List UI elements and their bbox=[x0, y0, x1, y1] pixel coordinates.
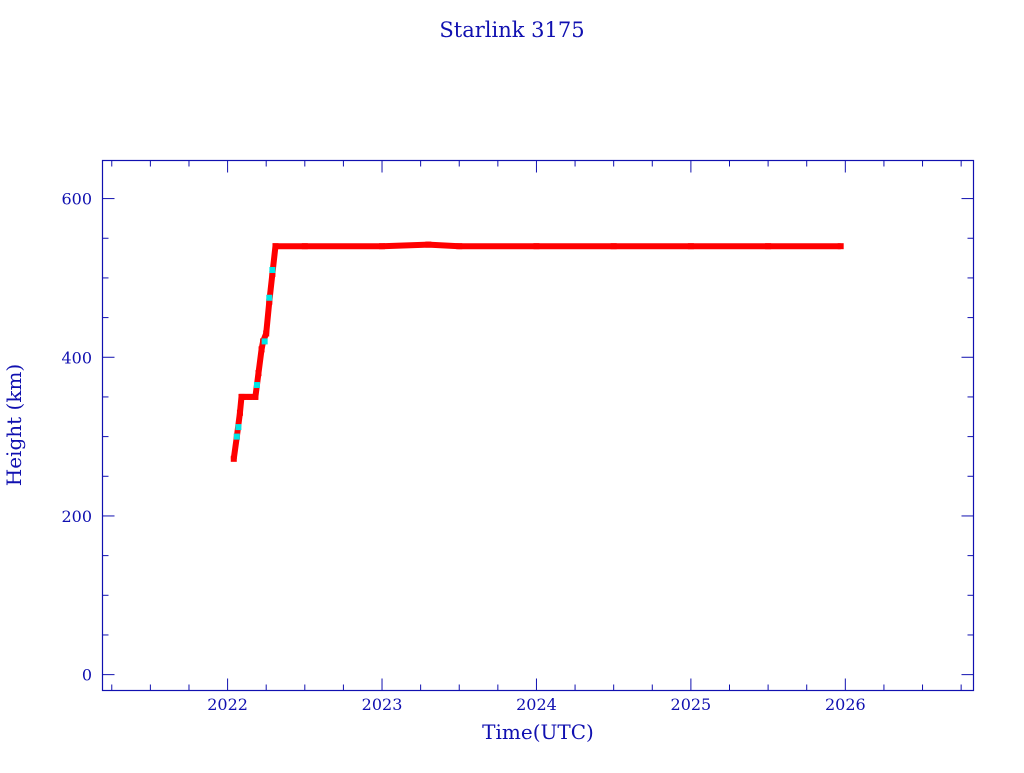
x-tick-label: 2026 bbox=[825, 695, 866, 714]
data-point bbox=[263, 330, 270, 337]
data-point bbox=[230, 455, 237, 462]
plot-frame bbox=[101, 159, 975, 692]
data-point bbox=[266, 298, 273, 305]
data-point bbox=[765, 243, 772, 250]
data-point bbox=[246, 393, 253, 400]
y-axis-label: Height (km) bbox=[2, 364, 26, 486]
data-point bbox=[272, 243, 279, 250]
highlight-data-point bbox=[261, 338, 268, 345]
data-point bbox=[255, 370, 262, 377]
data-point bbox=[687, 243, 694, 250]
data-point bbox=[258, 346, 265, 353]
data-point bbox=[301, 243, 308, 250]
highlight-data-point bbox=[235, 424, 242, 431]
y-tick-label: 0 bbox=[82, 666, 92, 685]
y-tick-label: 600 bbox=[61, 190, 92, 209]
highlight-data-point bbox=[233, 433, 240, 440]
chart-title: Starlink 3175 bbox=[439, 18, 584, 42]
data-point bbox=[533, 243, 540, 250]
x-tick-label: 2022 bbox=[207, 695, 248, 714]
data-point bbox=[252, 393, 259, 400]
data-point bbox=[236, 409, 243, 416]
data-point bbox=[456, 243, 463, 250]
highlight-data-point bbox=[253, 382, 260, 389]
data-point bbox=[379, 243, 386, 250]
highlight-data-point bbox=[266, 294, 273, 301]
y-tick-label: 200 bbox=[61, 507, 92, 526]
x-tick-label: 2023 bbox=[362, 695, 403, 714]
data-point bbox=[837, 243, 844, 250]
highlight-data-point bbox=[269, 266, 276, 273]
data-point bbox=[425, 241, 432, 248]
data-point bbox=[240, 393, 247, 400]
data-point bbox=[610, 243, 617, 250]
x-tick-label: 2024 bbox=[516, 695, 557, 714]
x-tick-label: 2025 bbox=[671, 695, 712, 714]
data-point bbox=[269, 270, 276, 277]
y-tick-label: 400 bbox=[61, 348, 92, 367]
series-trace bbox=[230, 241, 841, 460]
x-axis-label: Time(UTC) bbox=[482, 720, 594, 744]
